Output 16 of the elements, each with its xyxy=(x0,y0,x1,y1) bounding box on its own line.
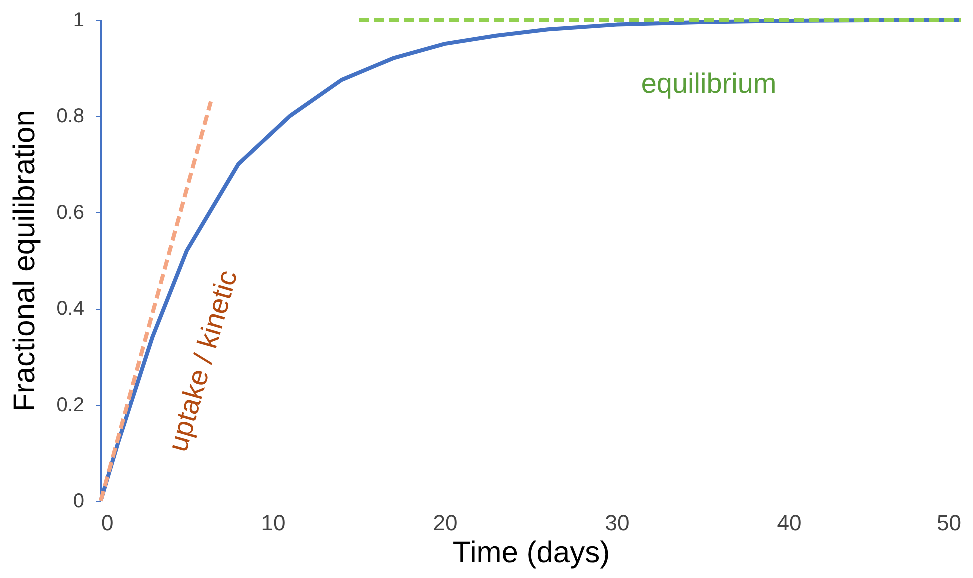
y-tick-label: 0 xyxy=(73,490,84,512)
x-tick-label: 10 xyxy=(261,510,286,536)
x-tick-label: 30 xyxy=(605,510,630,536)
x-tick-label: 0 xyxy=(102,510,114,536)
annotation: equilibrium xyxy=(641,68,777,99)
y-axis-title: Fractional equilibration xyxy=(8,110,42,412)
x-tick-label: 40 xyxy=(777,510,802,536)
x-tick-label: 50 xyxy=(937,510,962,536)
x-tick-label: 20 xyxy=(433,510,458,536)
y-tick-label: 0.2 xyxy=(56,394,84,416)
y-tick-label: 0.6 xyxy=(56,202,84,224)
y-tick-label: 0.8 xyxy=(56,106,84,128)
y-tick-label: 1 xyxy=(73,10,84,32)
x-axis-title: Time (days) xyxy=(452,536,610,570)
y-tick-label: 0.4 xyxy=(56,298,84,320)
annotation: uptake / kinetic xyxy=(162,267,244,456)
